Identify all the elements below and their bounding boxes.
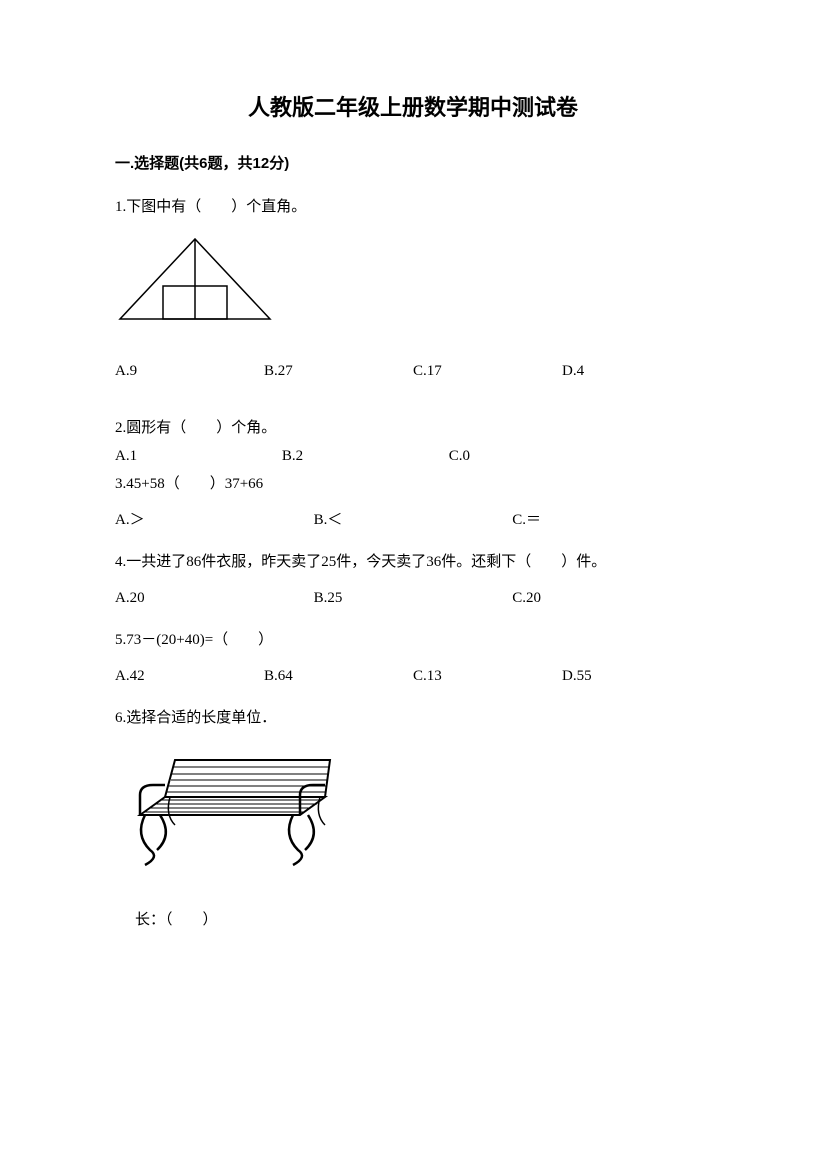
option-d: D.55 [562, 664, 711, 688]
question-1-figure [115, 231, 711, 334]
option-a: A.42 [115, 664, 264, 688]
option-b: B.2 [282, 444, 449, 468]
question-5-text: 5.73－(20+40)=（ ） [115, 628, 711, 652]
option-b: B.64 [264, 664, 413, 688]
question-6: 6.选择合适的长度单位． [115, 706, 711, 932]
option-c: C.13 [413, 664, 562, 688]
option-b: B.27 [264, 359, 413, 383]
option-a: A.9 [115, 359, 264, 383]
option-c: C.＝ [512, 508, 711, 532]
section-1-header: 一.选择题(共6题，共12分) [115, 152, 711, 173]
question-2-text: 2.圆形有（ ）个角。 [115, 416, 711, 440]
option-c: C.20 [512, 586, 711, 610]
question-1: 1.下图中有（ ）个直角。 A.9 B.27 C.17 D.4 [115, 195, 711, 383]
question-6-answer: 长：（ ） [135, 908, 711, 932]
question-2-options: A.1 B.2 C.0 [115, 444, 711, 468]
question-2: 2.圆形有（ ）个角。 A.1 B.2 C.0 [115, 416, 711, 468]
option-d: D.4 [562, 359, 711, 383]
option-b: B.＜ [314, 508, 513, 532]
option-a: A.20 [115, 586, 314, 610]
question-6-figure [125, 745, 711, 883]
question-4-text: 4.一共进了86件衣服，昨天卖了25件，今天卖了36件。还剩下（ ）件。 [115, 550, 711, 574]
page-title: 人教版二年级上册数学期中测试卷 [115, 90, 711, 122]
question-3-text: 3.45+58（ ）37+66 [115, 472, 711, 496]
option-a: A.1 [115, 444, 282, 468]
option-c: C.0 [449, 444, 616, 468]
option-c: C.17 [413, 359, 562, 383]
triangle-diagram-icon [115, 231, 275, 326]
question-6-text: 6.选择合适的长度单位． [115, 706, 711, 730]
question-1-text: 1.下图中有（ ）个直角。 [115, 195, 711, 219]
question-5-options: A.42 B.64 C.13 D.55 [115, 664, 711, 688]
question-3-options: A.＞ B.＜ C.＝ [115, 508, 711, 532]
question-4-options: A.20 B.25 C.20 [115, 586, 711, 610]
question-1-options: A.9 B.27 C.17 D.4 [115, 359, 711, 383]
question-4: 4.一共进了86件衣服，昨天卖了25件，今天卖了36件。还剩下（ ）件。 A.2… [115, 550, 711, 610]
bench-icon [125, 745, 335, 875]
question-3: 3.45+58（ ）37+66 A.＞ B.＜ C.＝ [115, 472, 711, 532]
option-b: B.25 [314, 586, 513, 610]
option-a: A.＞ [115, 508, 314, 532]
question-5: 5.73－(20+40)=（ ） A.42 B.64 C.13 D.55 [115, 628, 711, 688]
